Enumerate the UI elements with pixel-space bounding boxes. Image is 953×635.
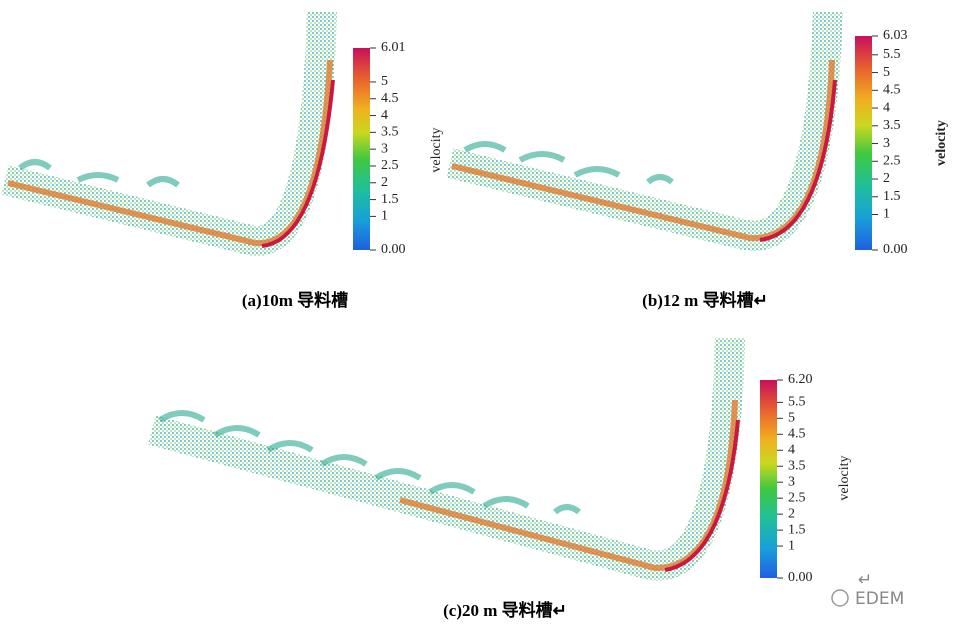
colorbar-label: velocity [934, 120, 949, 166]
colorbar [353, 48, 370, 250]
colorbar-label: velocity [837, 455, 852, 500]
colorbar-tick-label: 2 [883, 171, 890, 186]
colorbar-tick-label: 3 [883, 136, 890, 151]
colorbar-tick-label: 1.5 [883, 189, 901, 204]
colorbar-tick-label: 4.5 [788, 427, 806, 442]
colorbar-tick-label: 4.5 [883, 83, 901, 98]
colorbar-label: velocity [429, 127, 444, 172]
colorbar-tick-label: 1 [381, 209, 388, 224]
colorbar-tick-label: 2.5 [883, 153, 901, 168]
chute-c [148, 337, 745, 581]
colorbar-tick-label: 3.5 [788, 458, 806, 473]
watermark: EDEM [855, 589, 904, 609]
colorbar-tick-label: 2.5 [788, 490, 806, 505]
colorbar-tick-label: 5 [883, 65, 890, 80]
colorbar-tick-label: 3.5 [381, 125, 399, 140]
colorbar-tick-label: 6.01 [381, 40, 406, 55]
colorbar-tick-label: 3.5 [883, 118, 901, 133]
colorbar [855, 36, 872, 250]
chute-a [1, 11, 337, 256]
chute-b [446, 11, 843, 251]
colorbar-tick-label: 5 [381, 74, 388, 89]
colorbar-tick-label: 5 [788, 411, 795, 426]
colorbar-tick-label: 1 [883, 207, 890, 222]
colorbar-tick-label: 2 [788, 506, 795, 521]
colorbar-tick-label: 2 [381, 175, 388, 190]
caption: (b)12 m 导料槽↵ [642, 290, 768, 310]
colorbar-tick-label: 5.5 [883, 47, 901, 62]
colorbar-tick-label: 5.5 [788, 395, 806, 410]
colorbar-tick-label: 6.03 [883, 28, 908, 43]
colorbar-tick-label: 2.5 [381, 158, 399, 173]
watermark-icon [831, 589, 849, 607]
colorbar-tick-label: 1 [788, 538, 795, 553]
colorbar-tick-label: 0.00 [381, 242, 406, 257]
watermark-mark: ↵ [858, 570, 872, 590]
colorbar-tick-label: 4 [883, 100, 890, 115]
colorbar-tick-label: 4.5 [381, 91, 399, 106]
colorbar [760, 380, 777, 578]
colorbar-tick-label: 1.5 [381, 192, 399, 207]
colorbar-tick-label: 1.5 [788, 522, 806, 537]
colorbar-tick-label: 3 [788, 474, 795, 489]
colorbar-tick-label: 4 [788, 442, 795, 457]
colorbar-tick-label: 6.20 [788, 372, 813, 387]
caption: (c)20 m 导料槽↵ [443, 600, 567, 620]
colorbar-tick-label: 0.00 [788, 570, 813, 585]
colorbar-tick-label: 0.00 [883, 242, 908, 257]
caption: (a)10m 导料槽 [242, 290, 348, 310]
colorbar-tick-label: 3 [381, 141, 388, 156]
colorbar-tick-label: 4 [381, 108, 388, 123]
